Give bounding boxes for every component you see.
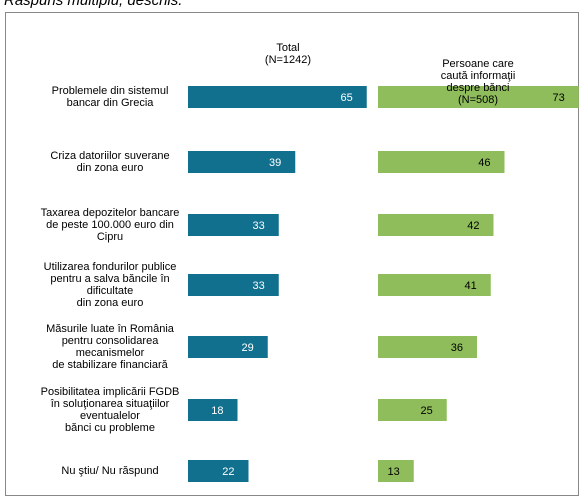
data-label: 65 (341, 92, 353, 104)
category-label: Problemele din sistemul bancar din Greci… (51, 85, 169, 109)
bar (188, 399, 238, 421)
bar (378, 214, 494, 236)
category-label: Criza datoriilor suverane din zona euro (50, 150, 170, 174)
bar (378, 399, 447, 421)
legend-label: Total (N=1242) (264, 42, 312, 66)
data-label: 18 (211, 405, 223, 417)
bar (188, 151, 296, 173)
data-label: 41 (465, 280, 477, 292)
bar (188, 274, 279, 296)
data-label: 13 (388, 466, 400, 478)
legend-label: Persoane care caută informaţii despre bă… (440, 58, 516, 106)
bar (378, 151, 505, 173)
data-label: 25 (421, 405, 433, 417)
data-label: 42 (467, 220, 479, 232)
data-label: 73 (553, 92, 565, 104)
bar (188, 336, 268, 358)
data-label: 39 (269, 157, 281, 169)
category-label: Posibilitatea implicării FGDB în soluţio… (40, 386, 180, 434)
bar (378, 460, 414, 482)
bar (378, 86, 579, 108)
data-label: 33 (253, 220, 265, 232)
bar (188, 214, 279, 236)
data-label: 29 (242, 342, 254, 354)
data-label: 46 (478, 157, 490, 169)
data-label: 36 (451, 342, 463, 354)
bar (188, 460, 249, 482)
chart-subtitle: Răspuns multiplu, deschis. (4, 0, 183, 9)
bar (378, 274, 491, 296)
category-label: Măsurile luate în România pentru consoli… (46, 323, 174, 371)
category-label: Taxarea depozitelor bancare de peste 100… (40, 207, 180, 243)
bar (188, 86, 367, 108)
data-label: 33 (253, 280, 265, 292)
bar (378, 336, 477, 358)
category-label: Utilizarea fondurilor publice pentru a s… (43, 261, 177, 309)
data-label: 22 (222, 466, 234, 478)
chart-frame (5, 12, 579, 496)
category-label: Nu ştiu/ Nu răspund (61, 465, 159, 477)
